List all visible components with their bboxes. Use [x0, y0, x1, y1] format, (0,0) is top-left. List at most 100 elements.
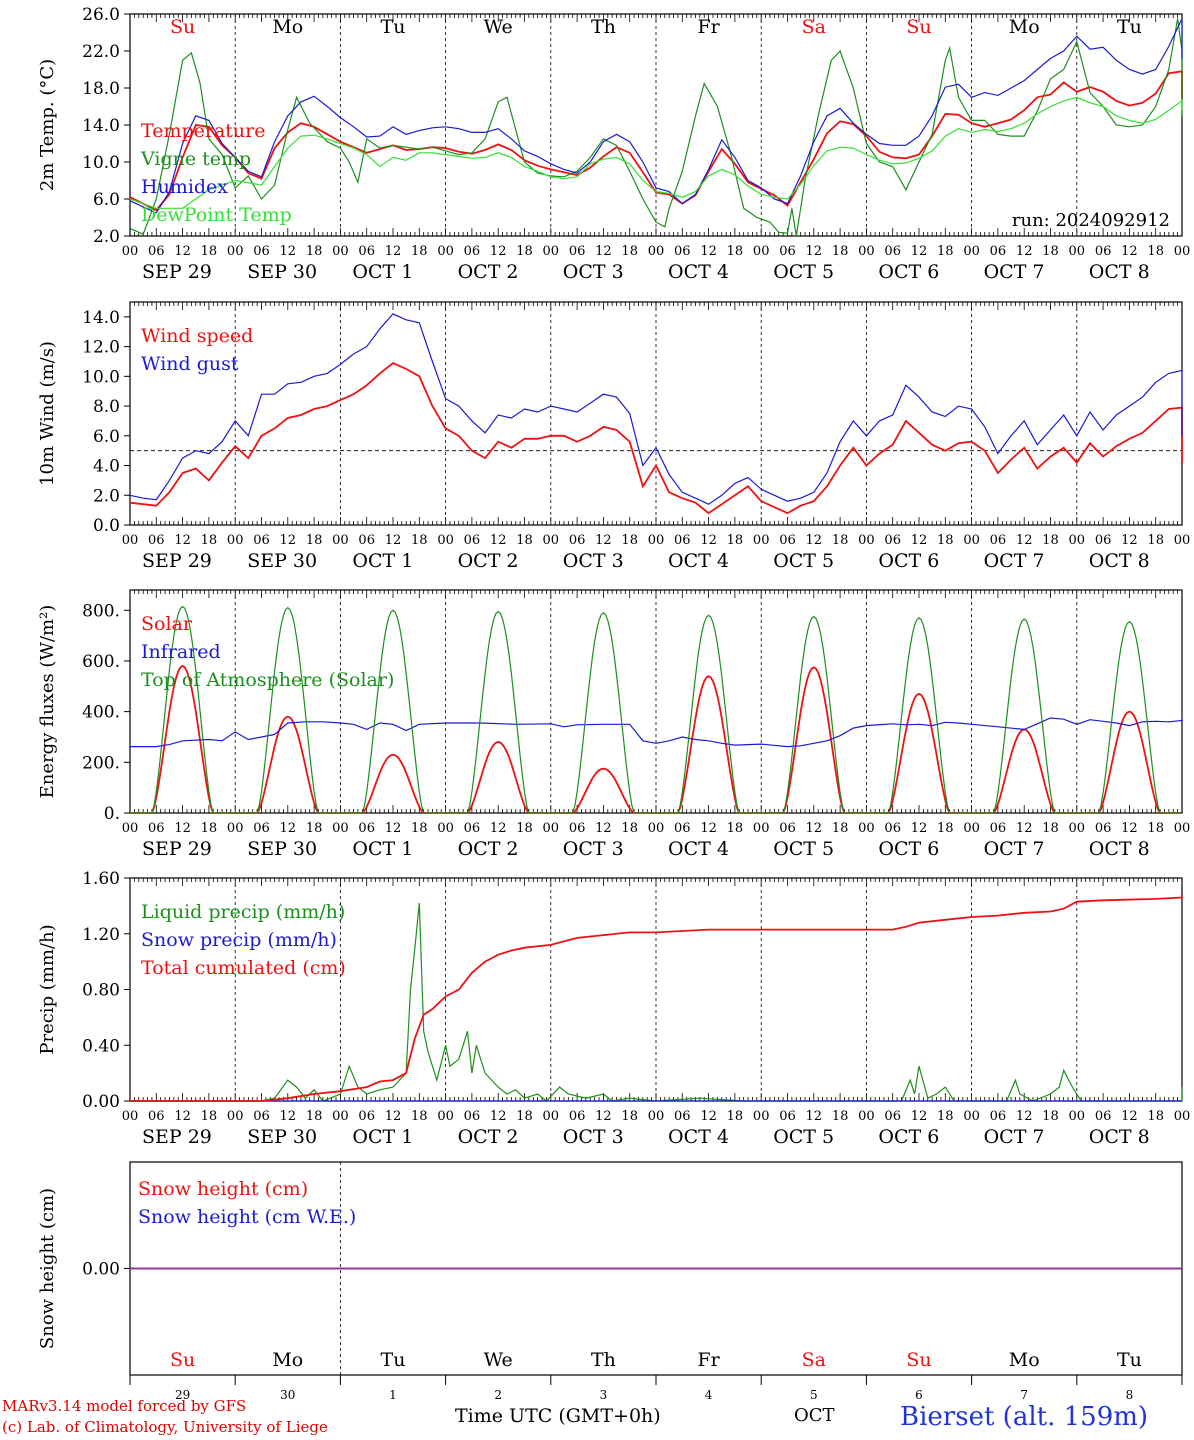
- energy-hour-label: 12: [280, 821, 297, 836]
- temperature-hour-label: 00: [437, 244, 454, 259]
- temperature-hour-label: 18: [937, 244, 954, 259]
- wind-hour-label: 06: [674, 533, 691, 548]
- precip-hour-label: 12: [490, 1109, 507, 1124]
- precip-ytick-label: 0.80: [82, 981, 120, 1001]
- precip-hour-label: 18: [306, 1109, 323, 1124]
- snow-weekday-label: Th: [591, 1349, 616, 1371]
- temperature-hour-label: 06: [779, 244, 796, 259]
- energy-hour-label: 00: [227, 821, 244, 836]
- precip-hour-label: 18: [516, 1109, 533, 1124]
- temperature-weekday-label: Fr: [697, 16, 720, 38]
- energy-hour-label: 18: [1147, 821, 1164, 836]
- precip-hour-label: 06: [674, 1109, 691, 1124]
- precip-hour-label: 18: [727, 1109, 744, 1124]
- precip-hour-label: 12: [700, 1109, 717, 1124]
- wind-date-label: OCT 6: [878, 550, 939, 572]
- temperature-series-dewpoint-temp: [129, 96, 1183, 209]
- precip-date-label: SEP 29: [142, 1126, 212, 1148]
- energy-ytick-label: 600.: [82, 652, 120, 672]
- wind-hour-label: 12: [595, 533, 612, 548]
- energy-hour-label: 00: [1069, 821, 1086, 836]
- precip-legend-entry: Snow precip (mm/h): [141, 929, 337, 951]
- precip-hour-label: 06: [464, 1109, 481, 1124]
- temperature-ytick-label: 26.0: [82, 5, 120, 25]
- energy-date-label: OCT 3: [563, 838, 624, 860]
- precip-hour-label: 12: [595, 1109, 612, 1124]
- temperature-hour-label: 06: [253, 244, 270, 259]
- energy-hour-label: 12: [385, 821, 402, 836]
- precip-series-liquid-precip-mm-h: [130, 903, 1183, 1102]
- energy-series-infrared: [130, 717, 1183, 748]
- energy-series-top-of-atmosphere-solar: [130, 605, 1180, 814]
- energy-hour-label: 00: [543, 821, 560, 836]
- temperature-date-label: OCT 8: [1089, 261, 1150, 283]
- temperature-legend-entry: Vigne temp: [140, 148, 251, 170]
- wind-hour-label: 12: [1121, 533, 1138, 548]
- temperature-weekday-label: Mo: [1009, 16, 1040, 38]
- snow-weekday-label: Fr: [697, 1349, 720, 1371]
- energy-hour-label: 06: [674, 821, 691, 836]
- temperature-weekday-label: Su: [906, 16, 931, 38]
- wind-date-label: OCT 3: [563, 550, 624, 572]
- temperature-hour-label: 00: [963, 244, 980, 259]
- precip-date-label: OCT 2: [458, 1126, 519, 1148]
- energy-date-label: OCT 4: [668, 838, 729, 860]
- energy-frame: [129, 589, 1183, 814]
- wind-date-label: OCT 4: [668, 550, 729, 572]
- energy-hour-label: 12: [1016, 821, 1033, 836]
- precip-date-label: OCT 3: [563, 1126, 624, 1148]
- snow-day-number: 3: [600, 1388, 608, 1402]
- temperature-weekday-label: Mo: [272, 16, 303, 38]
- temperature-legend-entry: Temperature: [141, 120, 265, 142]
- snow-day-number: 6: [915, 1388, 923, 1402]
- temperature-hour-label: 18: [832, 244, 849, 259]
- snow-day-number: 4: [705, 1388, 713, 1402]
- precip-legend-entry: Total cumulated (cm): [141, 957, 346, 979]
- temperature-hour-label: 18: [516, 244, 533, 259]
- precip-hour-label: 00: [963, 1109, 980, 1124]
- energy-hour-label: 06: [464, 821, 481, 836]
- precip-ylabel: Precip (mm/h): [37, 924, 58, 1054]
- energy-hour-label: 12: [595, 821, 612, 836]
- energy-hour-label: 00: [963, 821, 980, 836]
- temperature-date-label: OCT 4: [668, 261, 729, 283]
- energy-hour-label: 06: [1095, 821, 1112, 836]
- wind-hour-label: 06: [990, 533, 1007, 548]
- energy-hour-label: 18: [937, 821, 954, 836]
- temperature-hour-label: 18: [727, 244, 744, 259]
- precip-hour-label: 00: [1174, 1109, 1191, 1124]
- snow-ylabel: Snow height (cm): [37, 1188, 58, 1349]
- snow-legend-entry: Snow height (cm): [138, 1178, 308, 1200]
- wind-hour-label: 18: [937, 533, 954, 548]
- precip-hour-label: 06: [1095, 1109, 1112, 1124]
- precip-ytick-label: 0.00: [82, 1092, 120, 1112]
- precip-hour-label: 18: [1042, 1109, 1059, 1124]
- wind-hour-label: 00: [543, 533, 560, 548]
- energy-legend-entry: Top of Atmosphere (Solar): [141, 669, 394, 691]
- temperature-hour-label: 18: [1147, 244, 1164, 259]
- wind-hour-label: 18: [411, 533, 428, 548]
- wind-hour-label: 00: [753, 533, 770, 548]
- snow-legend-entry: Snow height (cm W.E.): [138, 1206, 356, 1228]
- precip-hour-label: 12: [806, 1109, 823, 1124]
- temperature-hour-label: 18: [621, 244, 638, 259]
- temperature-legend-entry: Humidex: [141, 176, 228, 198]
- temperature-hour-label: 00: [648, 244, 665, 259]
- temperature-hour-label: 12: [911, 244, 928, 259]
- snow-day-number: 7: [1020, 1388, 1028, 1402]
- temperature-ytick-label: 14.0: [82, 116, 120, 136]
- precip-date-label: OCT 4: [668, 1126, 729, 1148]
- wind-hour-label: 18: [621, 533, 638, 548]
- wind-date-label: OCT 7: [984, 550, 1045, 572]
- energy-ytick-label: 400.: [82, 703, 120, 723]
- temperature-hour-label: 18: [306, 244, 323, 259]
- energy-ytick-label: 200.: [82, 753, 120, 773]
- energy-hour-label: 06: [569, 821, 586, 836]
- snow-weekday-label: Sa: [802, 1349, 826, 1371]
- precip-date-label: OCT 6: [878, 1126, 939, 1148]
- temperature-hour-label: 12: [700, 244, 717, 259]
- wind-ytick-label: 2.0: [93, 486, 120, 506]
- snow-day-number: 8: [1126, 1388, 1134, 1402]
- wind-hour-label: 18: [832, 533, 849, 548]
